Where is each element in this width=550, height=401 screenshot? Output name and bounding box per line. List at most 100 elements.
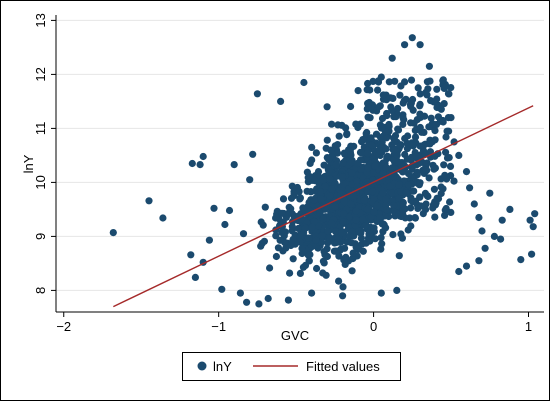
scatter-point	[325, 168, 333, 176]
scatter-point	[296, 238, 304, 246]
scatter-point	[429, 201, 438, 209]
scatter-point	[416, 193, 424, 201]
scatter-point	[377, 245, 385, 253]
y-tick-label: 13	[33, 13, 48, 27]
scatter-point	[266, 264, 274, 272]
scatter-point	[517, 256, 525, 264]
scatter-point	[431, 213, 439, 221]
scatter-point	[437, 105, 445, 113]
legend-label-fitted: Fitted values	[306, 359, 380, 374]
scatter-point	[327, 219, 336, 227]
scatter-point	[402, 189, 411, 197]
scatter-point	[350, 142, 358, 150]
scatter-point	[338, 229, 346, 237]
scatter-point	[437, 189, 445, 198]
scatter-point	[359, 136, 367, 144]
scatter-point	[347, 239, 355, 247]
scatter-point	[353, 177, 361, 185]
scatter-point	[339, 292, 347, 300]
scatter-point	[397, 82, 405, 90]
scatter-point	[407, 99, 415, 107]
scatter-point	[490, 232, 498, 240]
scatter-point	[357, 165, 365, 173]
scatter-point	[316, 209, 324, 217]
scatter-point	[306, 159, 314, 167]
scatter-point	[346, 232, 354, 240]
scatter-point	[285, 203, 293, 211]
scatter-point	[260, 237, 268, 245]
scatter-point	[349, 249, 357, 257]
scatter-point	[353, 159, 362, 168]
scatter-point	[379, 189, 387, 197]
scatter-point	[455, 151, 463, 159]
scatter-point	[377, 124, 386, 132]
scatter-point	[289, 255, 297, 263]
scatter-point	[342, 124, 350, 132]
scatter-point	[446, 198, 454, 206]
scatter-point	[341, 260, 349, 268]
scatter-point	[442, 204, 450, 213]
scatter-point	[390, 113, 398, 121]
scatter-point	[264, 294, 272, 303]
scatter-point	[272, 252, 280, 261]
scatter-point	[478, 227, 486, 235]
scatter-point	[326, 192, 334, 200]
scatter-point	[470, 200, 478, 208]
scatter-point	[276, 236, 284, 244]
scatter-point	[332, 247, 340, 255]
scatter-point	[481, 244, 489, 252]
scatter-point	[399, 99, 407, 107]
scatter-point	[205, 236, 213, 244]
scatter-point	[422, 88, 430, 96]
scatter-point	[396, 91, 404, 99]
scatter-point	[399, 209, 407, 217]
scatter-point	[305, 257, 313, 265]
scatter-point	[343, 130, 351, 138]
scatter-point	[279, 247, 287, 255]
scatter-point	[348, 169, 356, 177]
scatter-point	[272, 232, 280, 240]
scatter-point	[369, 77, 377, 85]
scatter-point	[383, 206, 391, 214]
scatter-point	[407, 204, 415, 212]
scatter-point	[498, 216, 506, 224]
scatter-point	[328, 120, 336, 128]
scatter-point	[447, 84, 455, 92]
scatter-point	[338, 173, 347, 181]
scatter-point	[378, 138, 386, 146]
scatter-point	[390, 201, 398, 210]
scatter-point	[225, 206, 234, 215]
scatter-point	[425, 174, 433, 182]
scatter-point	[145, 197, 153, 205]
scatter-point	[347, 102, 355, 111]
scatter-point	[394, 104, 402, 113]
scatter-point	[352, 207, 360, 215]
scatter-point	[334, 121, 342, 129]
scatter-point	[431, 127, 439, 135]
scatter-point	[355, 245, 363, 253]
scatter-point	[312, 149, 320, 157]
scatter-point	[388, 189, 396, 197]
scatter-point	[364, 164, 372, 172]
scatter-point	[253, 90, 261, 98]
x-tick-label: −2	[56, 319, 71, 334]
scatter-point	[335, 132, 343, 140]
scatter-point	[386, 94, 395, 102]
scatter-point	[420, 141, 428, 149]
legend-marker-lny	[197, 361, 207, 371]
scatter-point	[289, 235, 297, 244]
scatter-point	[411, 133, 420, 141]
scatter-point	[427, 114, 435, 122]
scatter-point	[383, 153, 391, 161]
scatter-point	[371, 235, 379, 243]
scatter-point	[308, 289, 316, 297]
scatter-point	[255, 300, 263, 308]
y-tick-label: 8	[33, 287, 48, 294]
scatter-point	[364, 79, 372, 88]
scatter-point	[236, 289, 244, 297]
scatter-point	[320, 248, 328, 256]
scatter-point	[531, 210, 539, 218]
scatter-point	[286, 269, 294, 277]
scatter-point	[383, 112, 391, 120]
scatter-point	[304, 174, 312, 182]
